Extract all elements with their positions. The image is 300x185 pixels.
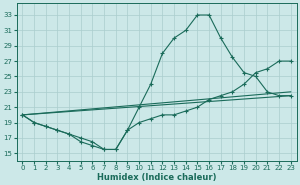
X-axis label: Humidex (Indice chaleur): Humidex (Indice chaleur) xyxy=(97,173,216,181)
